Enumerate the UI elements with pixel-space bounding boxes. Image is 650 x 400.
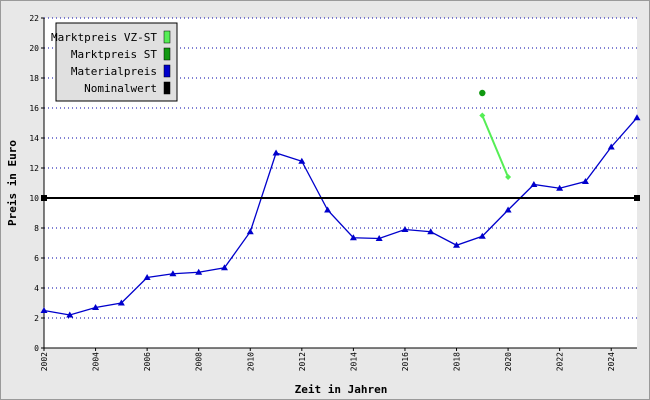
x-tick-label: 2006 — [143, 352, 152, 371]
y-tick-label: 8 — [34, 224, 39, 233]
x-tick-label: 2010 — [246, 352, 255, 371]
legend-box — [55, 22, 178, 102]
data-point — [479, 89, 486, 97]
y-tick-label: 16 — [29, 104, 39, 113]
data-point — [298, 157, 306, 164]
y-tick-label: 10 — [29, 194, 39, 203]
data-point — [556, 184, 564, 191]
x-tick-label: 2020 — [504, 352, 513, 371]
y-tick-label: 14 — [29, 134, 39, 143]
x-tick-label: 2022 — [556, 352, 565, 371]
x-tick-label: 2004 — [92, 352, 101, 371]
series-line — [43, 117, 638, 316]
x-tick-label: 2014 — [349, 352, 358, 371]
y-tick-label: 4 — [34, 284, 39, 293]
legend: Marktpreis VZ-ST Marktpreis ST Materialp… — [51, 22, 178, 102]
data-point — [246, 228, 254, 235]
x-tick-label: 2012 — [298, 352, 307, 371]
data-point — [375, 235, 383, 241]
x-tick-label: 2024 — [607, 352, 616, 371]
data-point — [427, 228, 435, 235]
y-axis-label: Preis in Euro — [6, 140, 19, 226]
legend-label: Materialpreis — [71, 65, 157, 78]
x-tick-label: 2018 — [453, 352, 462, 371]
data-point — [634, 195, 640, 201]
data-point — [453, 241, 461, 248]
x-axis-label: Zeit in Jahren — [295, 383, 388, 396]
data-point — [530, 181, 538, 187]
legend-swatch — [163, 81, 171, 95]
data-point — [581, 178, 589, 184]
data-point — [169, 270, 177, 277]
data-point — [401, 226, 409, 232]
series-marktpreis-vz-st — [479, 112, 512, 180]
data-point — [195, 268, 203, 275]
y-tick-label: 20 — [29, 44, 39, 53]
y-tick-label: 12 — [29, 164, 39, 173]
data-point — [349, 234, 357, 241]
data-point — [272, 149, 280, 156]
data-point — [505, 174, 512, 180]
x-tick-label: 2008 — [195, 352, 204, 371]
legend-swatch — [163, 47, 171, 61]
data-point — [220, 264, 228, 271]
data-point — [66, 311, 74, 318]
y-tick-label: 6 — [34, 254, 39, 263]
x-tick-label: 2016 — [401, 352, 410, 371]
series — [40, 89, 641, 318]
data-point — [633, 114, 641, 121]
data-point — [92, 304, 100, 310]
data-point — [479, 112, 486, 119]
legend-label: Marktpreis ST — [71, 48, 157, 61]
y-tick-label: 18 — [29, 74, 39, 83]
data-point — [143, 274, 151, 280]
legend-swatch — [163, 30, 171, 44]
legend-swatch — [163, 64, 171, 78]
y-tick-label: 0 — [34, 344, 39, 353]
data-point — [41, 195, 47, 201]
y-tick-labels: 0 2 4 6 8 10 12 14 16 18 20 22 — [29, 14, 44, 353]
y-tick-label: 22 — [29, 14, 39, 23]
data-point — [607, 143, 615, 150]
legend-label: Marktpreis VZ-ST — [51, 31, 157, 44]
data-point — [324, 206, 332, 213]
data-point — [117, 299, 125, 306]
data-point — [40, 307, 48, 313]
series-nominalwert — [41, 195, 640, 201]
axes — [43, 18, 637, 349]
series-marktpreis-st — [479, 89, 486, 97]
y-tick-label: 2 — [34, 314, 39, 323]
series-materialpreis — [40, 114, 641, 318]
data-point — [504, 206, 512, 213]
data-point — [478, 232, 486, 239]
series-line — [481, 115, 510, 178]
legend-label: Nominalwert — [84, 82, 157, 95]
x-tick-labels: 2002 2004 2006 2008 2010 2012 2014 2016 2018 2020… — [40, 348, 616, 371]
x-tick-label: 2002 — [40, 352, 49, 371]
